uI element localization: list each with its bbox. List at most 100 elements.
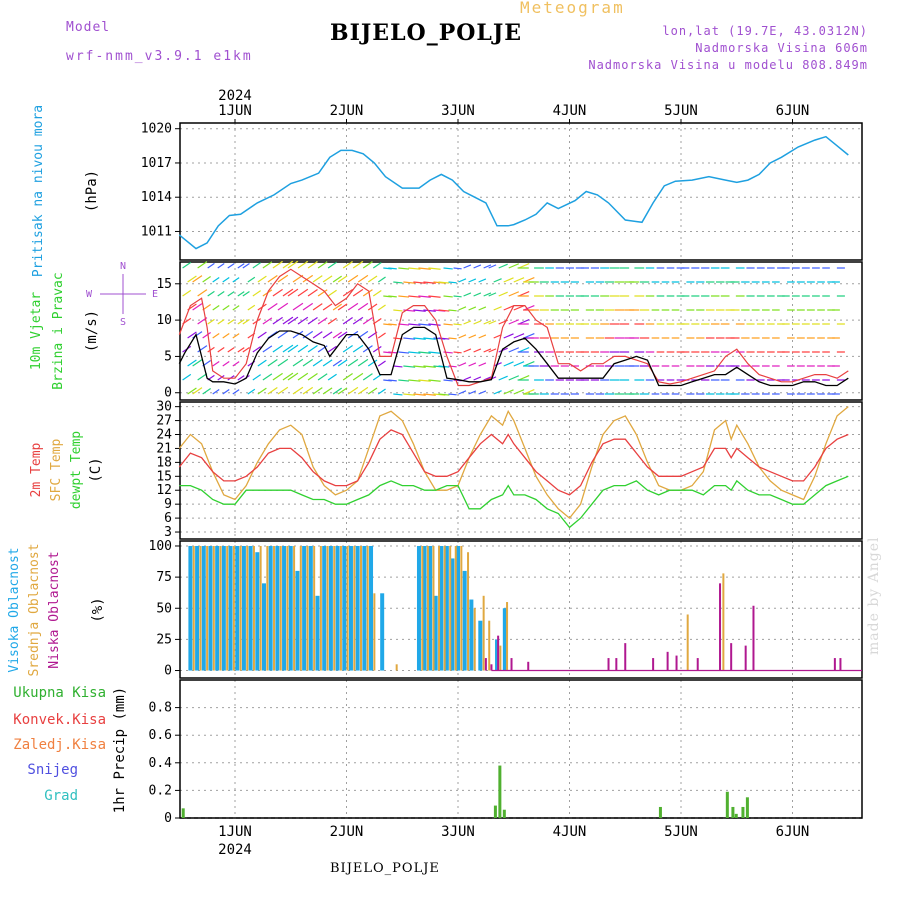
wind-arrow [393,309,403,312]
wind-arrow [217,375,225,381]
wind-arrow [267,303,278,311]
sfc-temp-line [178,406,849,520]
high-cloud-bar [433,595,438,671]
temp-unit-label: (C) [88,457,104,482]
pressure-unit-label: (hPa) [84,170,100,212]
wind-arrow [413,365,426,368]
low-cloud-bar [666,651,669,671]
low-cloud-bar [615,658,618,671]
wind-arrow [287,344,299,353]
mid-cloud-bar [219,545,222,671]
wind-arrow [282,344,294,353]
wind-arrow [287,372,299,381]
wind-arrow [252,374,261,381]
wind-arrow [192,275,203,283]
wind-arrow [302,302,314,311]
y-tick-label: 21 [156,441,172,456]
wind-arrow [187,387,197,395]
x-tick-label-top: 5JUN [664,103,698,119]
cloud-axis-label-high: Visoka Oblacnost [7,547,22,672]
y-tick-label: 6 [164,511,172,526]
wind-arrow [242,318,250,325]
wind-axis-label-2: Brzina i Pravac [51,272,66,389]
wind-arrow [232,361,240,367]
mid-cloud-bar [279,545,282,671]
wind-arrow [292,386,304,395]
wind-arrow [398,351,409,354]
x-tick-label-bottom: 4JUN [553,824,587,840]
wind-arrow [312,331,323,339]
wind-arrow [332,359,343,367]
compass-n: N [120,261,126,272]
high-cloud-bar [215,545,220,671]
wind-arrow [438,393,450,396]
wind-arrow [493,306,502,311]
panel-frame-pressure [179,122,863,261]
precip-legend-item: Zaledj.Kisa [13,737,106,753]
wind-arrow [388,267,397,270]
wind-arrow [513,333,525,339]
y-tick-label: 0.4 [149,756,173,771]
wind-arrow [202,332,211,339]
wind-arrow [192,303,203,311]
compass-icon: N W E S [86,261,158,328]
wind-arrow [317,289,328,297]
x-tick-label-bottom: 6JUN [776,824,810,840]
wind-arrow [478,278,487,283]
wind-arrow [217,263,225,269]
wind-arrow [352,344,364,353]
wind-arrow [317,373,328,381]
wind-arrow [297,344,309,353]
high-cloud-bar [355,545,360,671]
wind-arrow [257,275,267,283]
temp-axis-label-sfc: SFC Temp [49,439,64,502]
wind-arrow [408,379,421,382]
panel-frame-wind [179,261,863,401]
low-cloud-bar [497,635,500,671]
low-cloud-bar [730,643,733,671]
wind-arrow [277,386,289,395]
wind-arrow [498,263,508,269]
wind-arrow [393,281,403,284]
wind-arrow [458,306,467,311]
high-cloud-bar [241,545,246,671]
wind-arrow [297,316,309,325]
high-cloud-bar [478,620,483,671]
precip-bar [181,808,185,818]
wind-arrow [408,267,421,270]
wind-arrow [212,361,220,367]
high-cloud-bar [248,545,253,671]
mid-cloud-bar [426,545,429,671]
precip-bar [493,805,497,818]
wind-arrow [372,373,382,381]
wind-arrow [393,393,403,396]
wind-arrow [403,337,416,340]
mid-cloud-bar [206,545,209,671]
high-cloud-bar [195,545,200,671]
wind-arrow [332,275,343,283]
wind-arrow [398,267,409,270]
wind-arrow [312,359,323,367]
wind-arrow [448,281,457,284]
wind-arrow [468,278,477,283]
wind-arrow [247,388,256,395]
mid-cloud-bar [366,545,369,671]
mid-cloud-bar [460,545,463,671]
wind-arrow [523,360,535,367]
model-elevation-label: Nadmorska Visina u modelu 808.849m [588,58,868,72]
wind-arrow [327,373,337,381]
wind-arrow [463,376,472,381]
wind-arrow [362,317,373,325]
wind-arrow [503,305,514,311]
wind-arrow [277,358,289,367]
mid-cloud-bar [299,545,302,671]
high-cloud-bar [450,558,455,671]
precip-bar [741,806,745,818]
wind-arrow [282,372,294,381]
wind-arrow [473,264,482,269]
wind-arrow [332,303,343,311]
wind-arrow [192,359,203,367]
low-cloud-bar [744,645,747,671]
wind-arrow [443,323,453,326]
wind-arrow [307,317,318,325]
